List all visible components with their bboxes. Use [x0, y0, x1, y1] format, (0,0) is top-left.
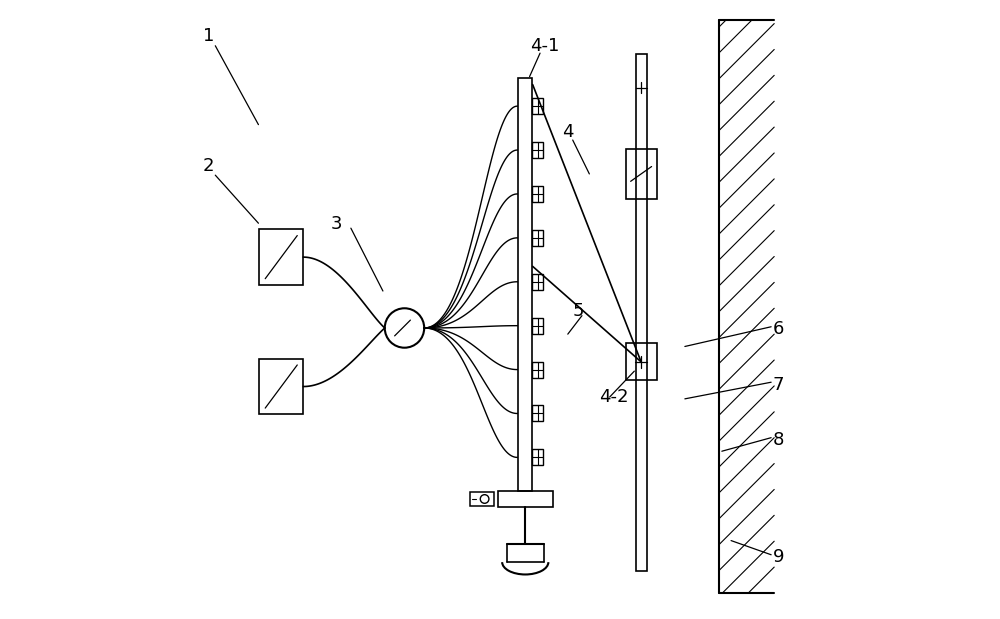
Text: 6: 6 [773, 320, 784, 338]
Bar [532, 361, 543, 378]
Bar [532, 274, 543, 290]
Text: 4-2: 4-2 [599, 388, 628, 406]
Bar [532, 142, 543, 158]
Text: 9: 9 [773, 548, 784, 566]
Text: 4: 4 [562, 123, 573, 141]
Text: 2: 2 [203, 157, 214, 175]
Bar [470, 492, 494, 506]
Text: 3: 3 [331, 215, 342, 233]
Bar [259, 359, 303, 414]
Text: 1: 1 [203, 27, 214, 45]
Bar [532, 318, 543, 334]
Bar [532, 186, 543, 202]
Bar [626, 149, 657, 199]
Bar [636, 54, 647, 571]
Bar [259, 230, 303, 285]
Bar [532, 230, 543, 246]
Text: 7: 7 [773, 376, 784, 394]
Bar [626, 344, 657, 380]
Bar [532, 449, 543, 465]
Bar [498, 491, 553, 507]
Bar [532, 98, 543, 114]
Bar [518, 79, 532, 491]
Text: 8: 8 [773, 431, 784, 449]
Text: 5: 5 [573, 301, 584, 319]
Bar [532, 405, 543, 422]
Text: 4-1: 4-1 [530, 37, 559, 54]
